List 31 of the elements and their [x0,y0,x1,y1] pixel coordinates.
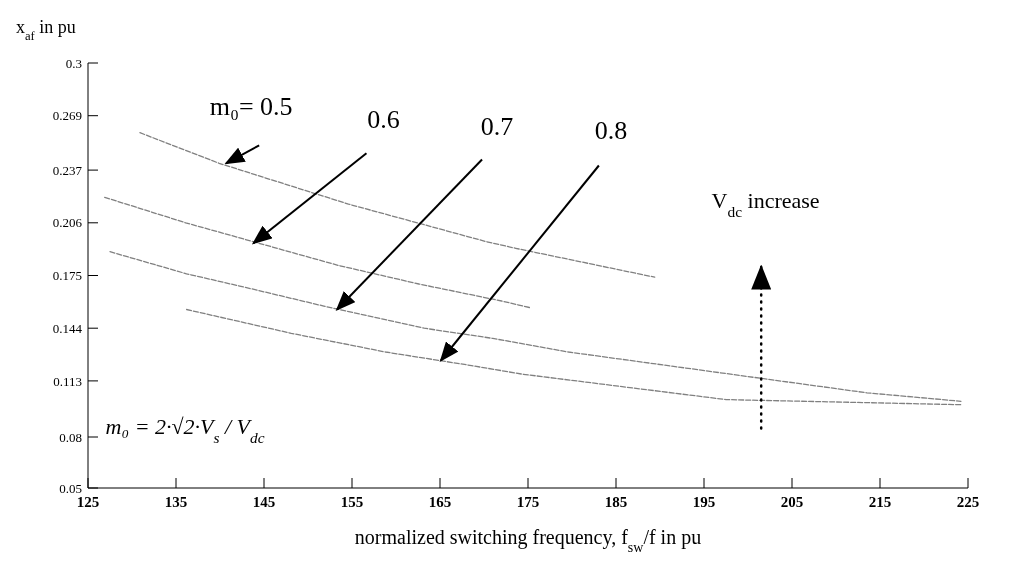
y-axis-title: x$_{af}$ in pu [16,17,76,43]
y-tick-label: 0.144 [52,320,83,336]
annotation: m₀ = 2·√2·V$_{s}$ / V$_{dc}$ [105,413,265,446]
annotation: 0.6 [367,105,400,135]
x-axis-title: normalized switching frequency, f$_{sw}$/f in pu [354,526,702,555]
x-tick-label: 145 [252,493,276,510]
x-tick-label: 215 [868,493,892,510]
annotation: 0.8 [594,115,628,145]
x-tick-label: 205 [780,493,804,510]
y-tick-label: 0.113 [53,373,82,389]
y-tick-label: 0.3 [65,55,82,71]
y-tick-label: 0.175 [52,268,82,284]
y-tick-label: 0.269 [52,108,82,124]
x-tick-label: 225 [956,493,980,510]
x-tick-label: 195 [692,493,716,510]
x-tick-label: 165 [428,493,452,510]
y-tick-label: 0.237 [52,162,83,178]
y-tick-label: 0.206 [52,215,83,231]
line-series [109,251,962,402]
x-tick-label: 175 [516,493,540,510]
x-tick-label: 185 [604,493,628,510]
x-tick-label: 135 [164,493,188,510]
x-tick-label: 155 [340,493,364,510]
line-series [104,196,532,309]
line-series [185,308,962,406]
y-tick-label: 0.08 [59,429,82,445]
y-tick-label: 0.05 [59,480,82,496]
annotation: V$_{dc}$ increase [711,187,820,219]
annotation: 0.7 [480,111,514,141]
x-tick-label: 125 [76,493,100,510]
annotation: m₀= 0.5 [209,92,293,122]
